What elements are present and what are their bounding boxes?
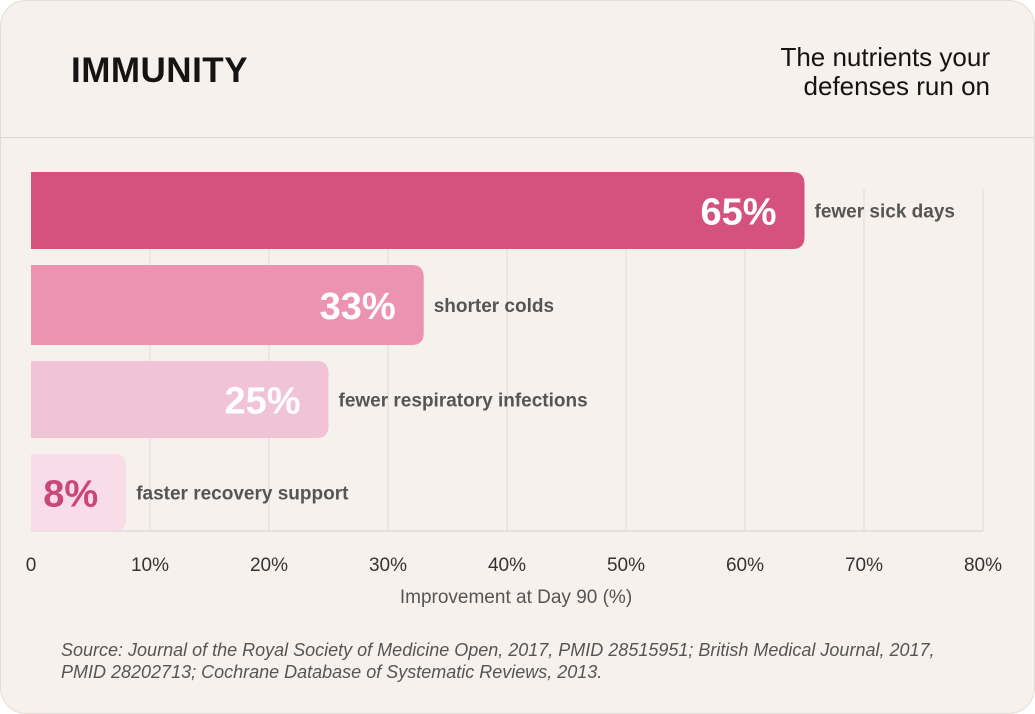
- source-text: Journal of the Royal Society of Medicine…: [61, 640, 935, 682]
- bar-category-label: faster recovery support: [136, 484, 349, 505]
- bar-category-label: fewer sick days: [815, 202, 955, 223]
- bar-category-label: shorter colds: [434, 296, 554, 317]
- bar-category-label: fewer respiratory infections: [339, 391, 588, 412]
- x-tick-label: 50%: [607, 555, 645, 576]
- page-title: IMMUNITY: [71, 51, 249, 90]
- source-label: Source:: [61, 640, 124, 660]
- x-tick-label: 60%: [726, 555, 764, 576]
- x-tick-label: 0: [26, 555, 37, 576]
- x-tick-label: 20%: [250, 555, 288, 576]
- source-note: Source: Journal of the Royal Society of …: [61, 639, 981, 683]
- x-tick-label: 30%: [369, 555, 407, 576]
- bar-value-label: 25%: [224, 381, 300, 423]
- x-axis-ticks: 0 10% 20% 30% 40% 50% 60% 70% 80%: [26, 555, 1002, 576]
- x-axis-label: Improvement at Day 90 (%): [400, 587, 632, 608]
- page-subtitle: The nutrients your defenses run on: [780, 42, 990, 101]
- x-tick-label: 10%: [131, 555, 169, 576]
- bar: [31, 361, 329, 438]
- bar-value-label: 8%: [43, 474, 98, 516]
- x-tick-label: 40%: [488, 555, 526, 576]
- bar: [31, 172, 805, 249]
- x-tick-label: 70%: [845, 555, 883, 576]
- bar-value-label: 65%: [700, 192, 776, 234]
- bar-value-label: 33%: [320, 286, 396, 328]
- x-tick-label: 80%: [964, 555, 1002, 576]
- bar: [31, 454, 127, 531]
- bar: [31, 265, 424, 345]
- header-divider: [1, 137, 1034, 138]
- bars: 65% fewer sick days 33% shorter colds 25% few…: [31, 172, 955, 531]
